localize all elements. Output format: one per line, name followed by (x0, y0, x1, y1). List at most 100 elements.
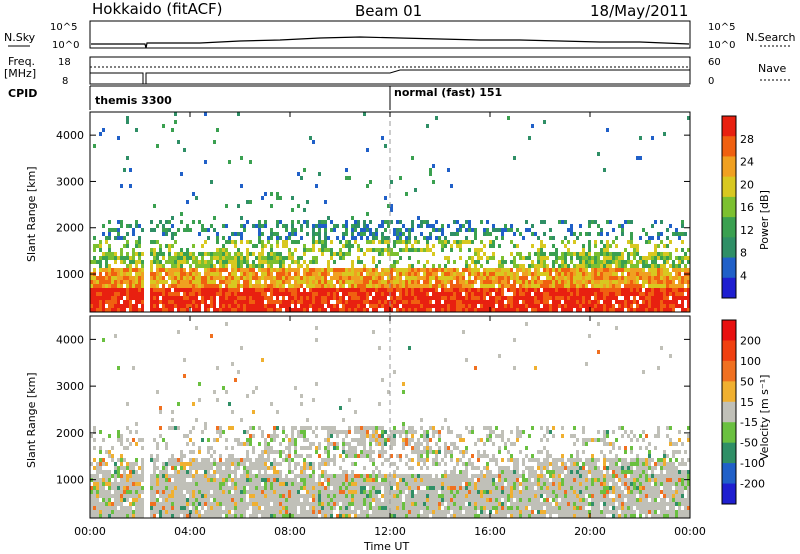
range-time-cell (372, 288, 375, 292)
range-time-cell (588, 232, 591, 236)
range-time-cell (120, 268, 123, 272)
range-time-cell (348, 478, 351, 482)
range-time-cell (351, 276, 354, 280)
range-time-cell (633, 276, 636, 280)
range-time-cell (252, 288, 255, 292)
range-time-cell (375, 482, 378, 486)
range-time-cell (228, 502, 231, 506)
range-time-cell (540, 272, 543, 276)
range-time-cell (297, 220, 300, 224)
range-time-cell (261, 454, 264, 458)
range-time-cell (291, 438, 294, 442)
range-time-cell (258, 276, 261, 280)
range-time-cell (627, 240, 630, 244)
range-time-cell (495, 288, 498, 292)
range-time-cell (231, 240, 234, 244)
range-time-cell (240, 506, 243, 510)
range-time-cell (150, 284, 153, 288)
range-time-cell (384, 478, 387, 482)
range-time-cell (330, 296, 333, 300)
range-time-cell (240, 260, 243, 264)
range-time-cell (273, 252, 276, 256)
range-time-cell (318, 304, 321, 308)
range-time-cell (192, 288, 195, 292)
range-time-cell (291, 268, 294, 272)
range-time-cell (375, 498, 378, 502)
range-time-cell (342, 256, 345, 260)
range-time-cell (663, 264, 666, 268)
range-time-cell (387, 304, 390, 308)
range-time-cell (360, 280, 363, 284)
range-time-cell (384, 144, 387, 148)
range-time-cell (384, 228, 387, 232)
range-time-cell (360, 228, 363, 232)
range-time-cell (261, 510, 264, 514)
range-time-cell (354, 296, 357, 300)
range-time-cell (219, 260, 222, 264)
range-time-cell (105, 272, 108, 276)
range-time-cell (132, 232, 135, 236)
range-time-cell (108, 514, 111, 518)
range-time-cell (603, 248, 606, 252)
range-time-cell (138, 300, 141, 304)
range-time-cell (687, 280, 690, 284)
range-time-cell (606, 260, 609, 264)
range-time-cell (513, 288, 516, 292)
range-time-cell (672, 288, 675, 292)
range-time-cell (216, 398, 219, 402)
range-time-cell (270, 514, 273, 518)
range-time-cell (375, 272, 378, 276)
range-time-cell (240, 268, 243, 272)
range-time-cell (672, 284, 675, 288)
range-time-cell (165, 228, 168, 232)
range-time-cell (504, 272, 507, 276)
range-time-cell (189, 486, 192, 490)
range-time-cell (294, 446, 297, 450)
range-time-cell (453, 300, 456, 304)
range-time-cell (384, 308, 387, 312)
range-time-cell (426, 276, 429, 280)
range-time-cell (258, 284, 261, 288)
range-time-cell (297, 268, 300, 272)
range-time-cell (243, 478, 246, 482)
range-time-cell (162, 498, 165, 502)
range-time-cell (132, 502, 135, 506)
range-time-cell (183, 374, 186, 378)
range-time-cell (357, 224, 360, 228)
range-time-cell (513, 284, 516, 288)
range-time-cell (555, 284, 558, 288)
range-time-cell (657, 268, 660, 272)
range-time-cell (372, 462, 375, 466)
range-time-cell (288, 454, 291, 458)
range-time-cell (195, 288, 198, 292)
range-time-cell (321, 240, 324, 244)
range-time-cell (255, 510, 258, 514)
range-time-cell (348, 490, 351, 494)
range-time-cell (411, 156, 414, 160)
range-time-cell (114, 502, 117, 506)
range-time-cell (99, 446, 102, 450)
range-time-cell (378, 438, 381, 442)
range-time-cell (333, 284, 336, 288)
range-time-cell (183, 228, 186, 232)
range-time-cell (513, 276, 516, 280)
range-time-cell (285, 478, 288, 482)
range-time-cell (333, 490, 336, 494)
range-time-cell (180, 482, 183, 486)
range-time-cell (183, 284, 186, 288)
range-time-cell (174, 240, 177, 244)
range-time-cell (363, 264, 366, 268)
range-time-cell (228, 272, 231, 276)
range-time-cell (576, 272, 579, 276)
range-time-cell (519, 304, 522, 308)
range-time-cell (165, 478, 168, 482)
range-time-cell (414, 430, 417, 434)
range-time-cell (162, 308, 165, 312)
range-time-cell (597, 272, 600, 276)
range-time-cell (603, 280, 606, 284)
range-time-cell (141, 304, 144, 308)
range-time-cell (327, 442, 330, 446)
range-time-cell (126, 120, 129, 124)
range-time-cell (567, 268, 570, 272)
range-time-cell (405, 276, 408, 280)
